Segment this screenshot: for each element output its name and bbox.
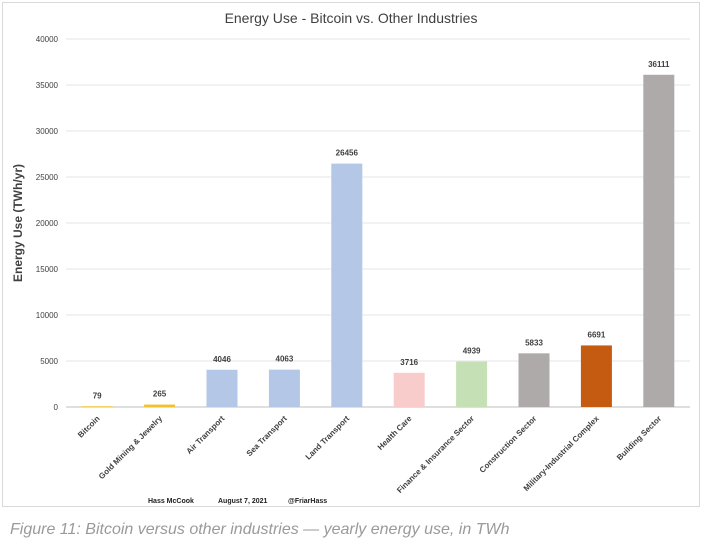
- credit-handle: @FriarHass: [288, 498, 328, 505]
- bar-chart: 0 5000 10000 15000 20000 25000 30000 35000 40000…: [11, 35, 690, 495]
- data-label: 6691: [588, 330, 606, 339]
- data-label: 4939: [463, 347, 481, 356]
- x-tick-label: Building Sector: [615, 414, 663, 462]
- x-tick-label: Bitcoin: [76, 414, 102, 440]
- data-label: 265: [153, 390, 167, 399]
- y-tick-label: 10000: [36, 311, 59, 320]
- bar: [456, 361, 488, 407]
- x-tick-label: Air Transport: [185, 414, 227, 456]
- data-label: 3716: [400, 358, 418, 367]
- bar: [393, 372, 425, 407]
- x-tick-label: Land Transport: [304, 414, 352, 462]
- y-tick-label: 40000: [36, 35, 59, 44]
- data-label: 5833: [525, 338, 543, 347]
- x-tick-label: Construction Sector: [478, 414, 539, 475]
- x-tick-label: Gold Mining & Jewelry: [97, 414, 164, 481]
- bar: [206, 369, 238, 407]
- bar: [81, 406, 113, 407]
- y-tick-label: 20000: [36, 219, 59, 228]
- y-tick-label: 30000: [36, 127, 59, 136]
- y-tick-label: 35000: [36, 81, 59, 90]
- bar: [580, 345, 612, 407]
- y-tick-label: 0: [54, 403, 59, 412]
- data-label: 26456: [336, 149, 359, 158]
- y-tick-label: 25000: [36, 173, 59, 182]
- y-tick-label: 5000: [40, 357, 58, 366]
- figure-caption: Figure 11: Bitcoin versus other industri…: [10, 521, 510, 538]
- bar: [518, 353, 550, 407]
- y-tick-label: 15000: [36, 265, 59, 274]
- x-tick-label: Sea Transport: [245, 414, 289, 458]
- bar: [331, 163, 363, 407]
- chart-title: Energy Use - Bitcoin vs. Other Industrie…: [224, 10, 478, 26]
- data-label: 79: [93, 391, 102, 400]
- bar: [643, 74, 675, 407]
- bar: [144, 404, 176, 407]
- credit-author: Hass McCook: [148, 498, 194, 505]
- x-tick-label: Military-Industrial Complex: [522, 414, 601, 493]
- data-label: 4046: [213, 355, 231, 364]
- data-label: 36111: [648, 60, 670, 69]
- credit-date: August 7, 2021: [218, 498, 268, 505]
- data-label: 4063: [276, 355, 294, 364]
- y-axis-label: Energy Use (TWh/yr): [11, 164, 25, 282]
- bar: [268, 369, 300, 407]
- x-tick-label: Health Care: [376, 414, 414, 452]
